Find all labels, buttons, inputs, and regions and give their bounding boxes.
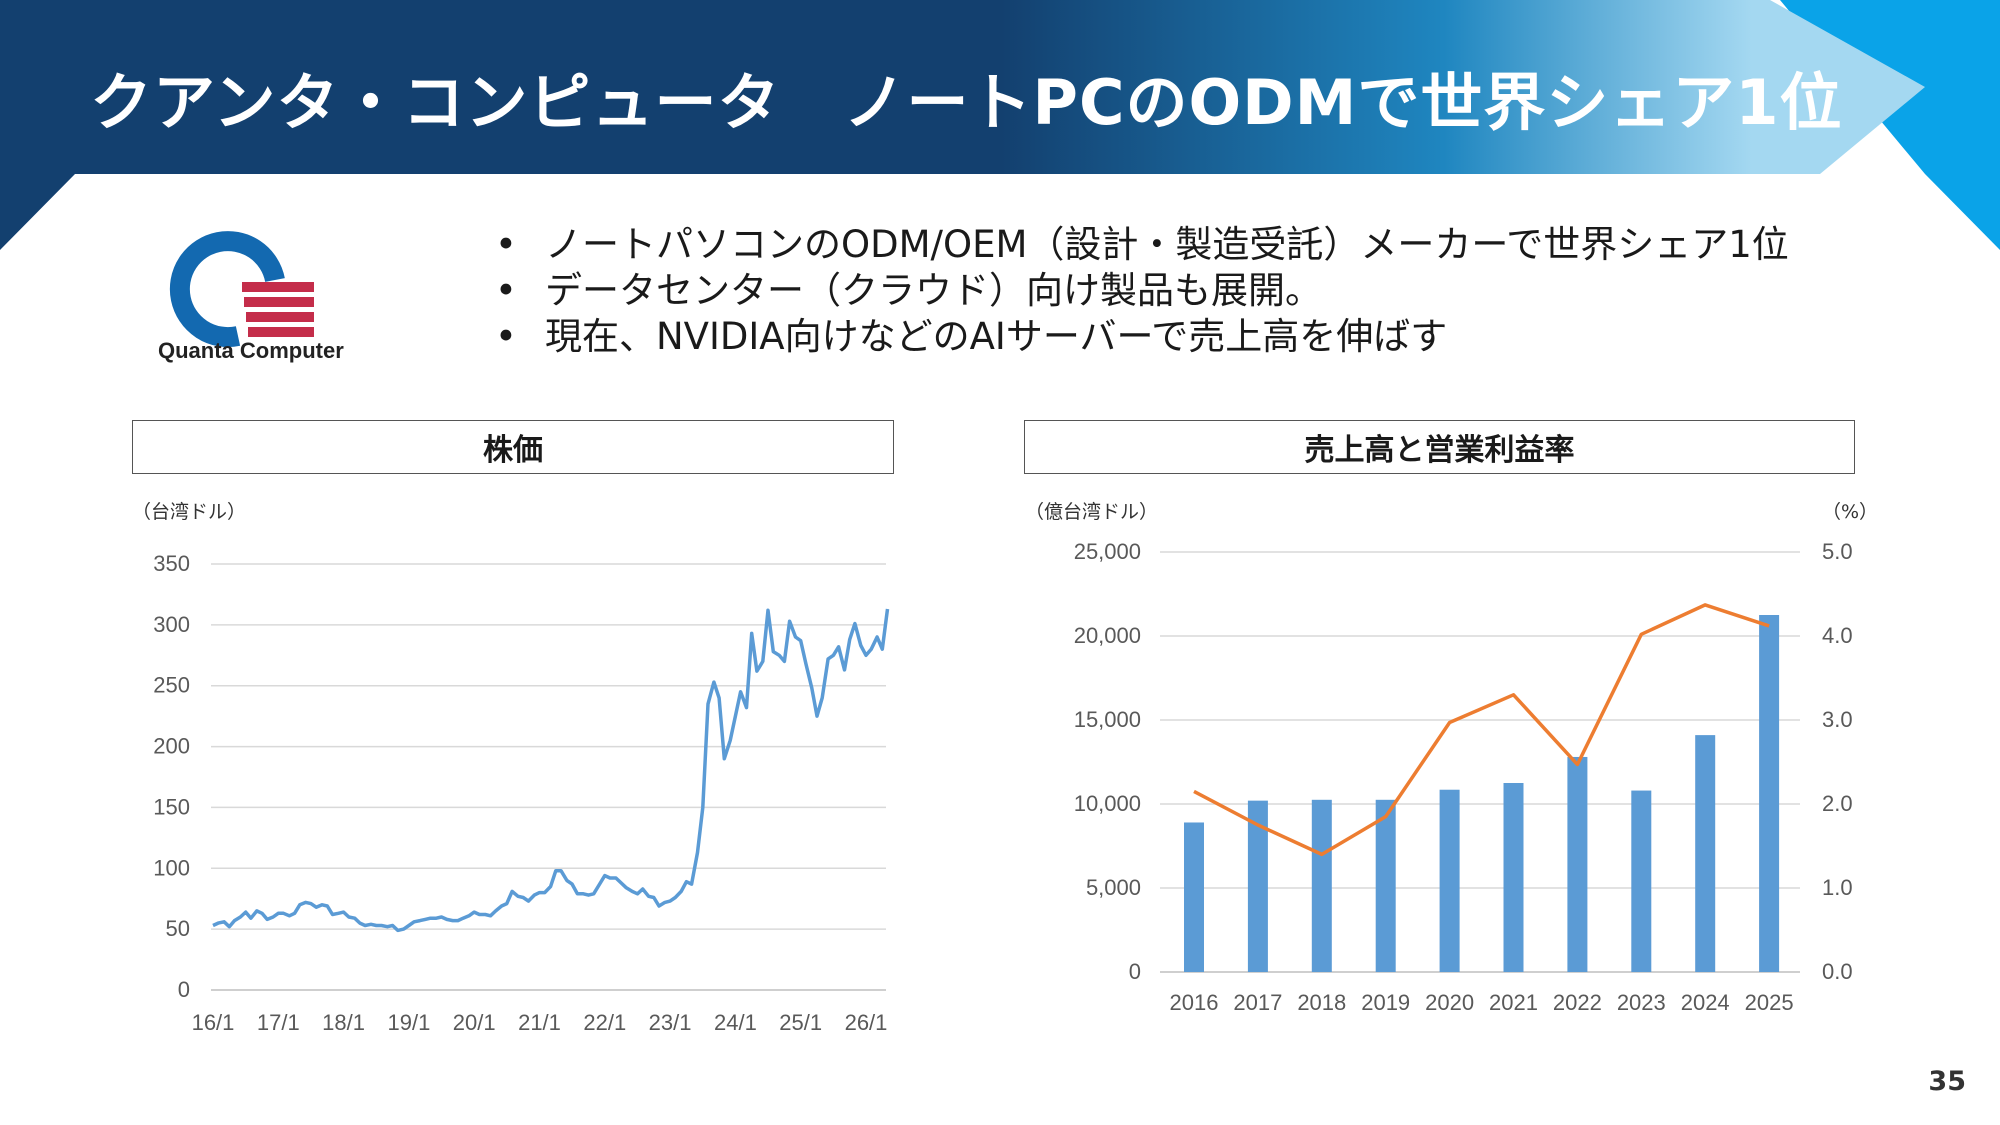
revenue-x-tick-label: 2023	[1617, 990, 1666, 1015]
revenue-bar	[1439, 789, 1460, 972]
stock-x-tick-label: 21/1	[518, 1010, 561, 1035]
revenue-bar	[1247, 800, 1268, 972]
revenue-x-tick-label: 2024	[1681, 990, 1730, 1015]
revenue-bar	[1311, 799, 1332, 972]
revenue-y-left-tick-label: 20,000	[1074, 623, 1141, 648]
page-title: クアンタ・コンピュータ ノートPCのODMで世界シェア1位	[90, 66, 1843, 139]
revenue-y-left-tick-label: 0	[1129, 959, 1141, 984]
logo-stripe-2	[244, 297, 314, 307]
stock-x-tick-label: 22/1	[583, 1010, 626, 1035]
stock-chart-title: 株価	[132, 420, 894, 474]
revenue-unit-left: （億台湾ドル）	[1025, 501, 1159, 523]
revenue-y-left-tick-label: 15,000	[1074, 707, 1141, 732]
bullet-text: ノートパソコンのODM/OEM（設計・製造受託）メーカーで世界シェア1位	[545, 223, 1789, 266]
stock-x-tick-label: 18/1	[322, 1010, 365, 1035]
revenue-x-tick-label: 2017	[1233, 990, 1282, 1015]
quanta-logo	[169, 231, 314, 348]
margin-unit-right: （%）	[1822, 501, 1879, 523]
bullet-dot: •	[495, 315, 517, 358]
stock-x-tick-label: 19/1	[387, 1010, 430, 1035]
revenue-bar	[1503, 783, 1524, 972]
stock-y-tick-label: 300	[153, 612, 190, 637]
revenue-bar	[1567, 756, 1588, 972]
banner-main	[0, 0, 1925, 250]
revenue-y-left-tick-label: 25,000	[1074, 539, 1141, 564]
stock-x-tick-label: 16/1	[192, 1010, 235, 1035]
bullet-dot: •	[495, 269, 517, 312]
stock-x-tick-label: 23/1	[649, 1010, 692, 1035]
stock-y-tick-label: 250	[153, 673, 190, 698]
revenue-bar	[1631, 790, 1652, 972]
stock-price-line	[212, 608, 890, 933]
bullet-dot: •	[495, 223, 517, 266]
logo-text: Quanta Computer	[158, 338, 344, 363]
margin-y-right-tick-label: 2.0	[1822, 791, 1853, 816]
stock-y-tick-label: 50	[166, 916, 190, 941]
revenue-x-tick-label: 2022	[1553, 990, 1602, 1015]
revenue-bar	[1375, 799, 1396, 972]
stock-y-tick-label: 350	[153, 551, 190, 576]
revenue-chart-title: 売上高と営業利益率	[1024, 420, 1855, 474]
revenue-bar	[1184, 822, 1204, 972]
stock-x-tick-label: 17/1	[257, 1010, 300, 1035]
bullet-list: • ノートパソコンのODM/OEM（設計・製造受託）メーカーで世界シェア1位 • デ…	[495, 222, 1789, 360]
stock-y-tick-label: 150	[153, 794, 190, 819]
header-banner	[0, 0, 2000, 250]
revenue-x-tick-label: 2025	[1745, 990, 1794, 1015]
revenue-bar	[1695, 735, 1716, 972]
stock-y-tick-label: 0	[178, 977, 190, 1002]
logo-stripe-1	[242, 282, 314, 292]
revenue-x-tick-label: 2020	[1425, 990, 1474, 1015]
bullet-text: データセンター（クラウド）向け製品も展開。	[545, 269, 1322, 312]
stock-unit-label: （台湾ドル）	[132, 501, 247, 523]
operating-margin-line	[1193, 603, 1770, 857]
revenue-x-tick-label: 2016	[1170, 990, 1219, 1015]
revenue-y-left-tick-label: 5,000	[1086, 875, 1141, 900]
bullet-text: 現在、NVIDIA向けなどのAIサーバーで売上高を伸ばす	[545, 315, 1448, 358]
stock-y-tick-label: 100	[153, 855, 190, 880]
revenue-x-tick-label: 2021	[1489, 990, 1538, 1015]
stock-x-tick-label: 26/1	[845, 1010, 888, 1035]
revenue-x-tick-label: 2019	[1361, 990, 1410, 1015]
stock-y-tick-label: 200	[153, 734, 190, 759]
revenue-bar	[1759, 615, 1780, 972]
page-number: 35	[1928, 1066, 1966, 1097]
revenue-x-tick-label: 2018	[1297, 990, 1346, 1015]
bullet-item: • 現在、NVIDIA向けなどのAIサーバーで売上高を伸ばす	[495, 314, 1789, 360]
margin-y-right-tick-label: 0.0	[1822, 959, 1853, 984]
logo-stripe-4	[248, 327, 314, 337]
margin-y-right-tick-label: 4.0	[1822, 623, 1853, 648]
bullet-item: • データセンター（クラウド）向け製品も展開。	[495, 268, 1789, 314]
margin-y-right-tick-label: 1.0	[1822, 875, 1853, 900]
margin-y-right-tick-label: 5.0	[1822, 539, 1853, 564]
logo-stripe-3	[246, 312, 314, 322]
bullet-item: • ノートパソコンのODM/OEM（設計・製造受託）メーカーで世界シェア1位	[495, 222, 1789, 268]
stock-x-tick-label: 25/1	[779, 1010, 822, 1035]
revenue-y-left-tick-label: 10,000	[1074, 791, 1141, 816]
stock-x-tick-label: 20/1	[453, 1010, 496, 1035]
margin-y-right-tick-label: 3.0	[1822, 707, 1853, 732]
stock-x-tick-label: 24/1	[714, 1010, 757, 1035]
logo-q-ring	[169, 231, 285, 348]
